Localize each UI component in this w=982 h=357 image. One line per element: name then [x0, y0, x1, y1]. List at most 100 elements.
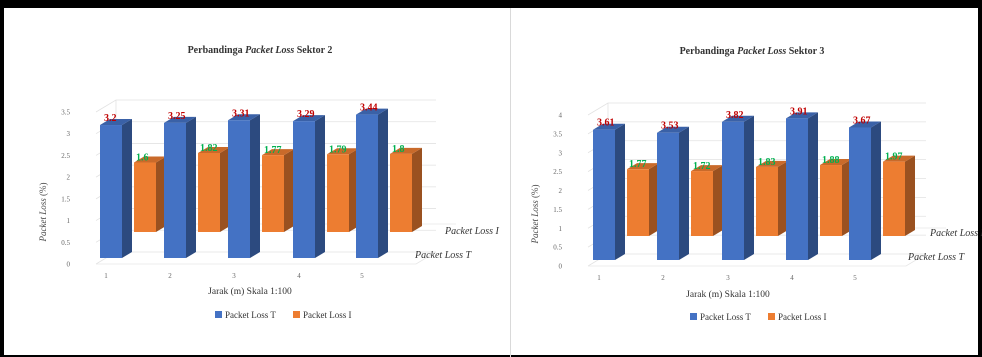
bar-packet-loss-t	[100, 125, 122, 259]
bar-packet-loss-t-side	[315, 115, 325, 259]
bar-packet-loss-i	[756, 166, 778, 236]
x-tick-label: 3	[232, 272, 236, 280]
data-label-packet-loss-i: 1.77	[629, 159, 647, 170]
bar-packet-loss-t-side	[186, 116, 196, 258]
data-label-packet-loss-t: 3.44	[360, 103, 378, 114]
bar-packet-loss-t	[293, 121, 315, 259]
y-tick-label: 1	[67, 217, 71, 225]
bar-packet-loss-i-top	[627, 163, 659, 170]
data-label-packet-loss-t: 3.61	[597, 118, 615, 129]
bar-packet-loss-i-side	[156, 156, 166, 232]
bar-packet-loss-t-top	[722, 115, 754, 122]
y-tick-label: 3.5	[61, 109, 70, 117]
y-tick-label: 1	[559, 225, 563, 233]
x-tick-label: 5	[853, 274, 857, 282]
bar-packet-loss-t-side	[122, 119, 132, 259]
bar-packet-loss-i-top	[198, 146, 230, 153]
y-tick-label: 0.5	[61, 239, 70, 247]
y-tick-label: 3	[67, 130, 71, 138]
bar-packet-loss-i-top	[390, 147, 422, 154]
bar-packet-loss-i	[390, 153, 412, 232]
bar-packet-loss-t-top	[293, 115, 325, 122]
bar-packet-loss-t	[657, 132, 679, 260]
x-axis-label: Jarak (m) Skala 1:100	[208, 286, 292, 297]
data-label-packet-loss-t: 3.2	[104, 113, 117, 124]
bar-packet-loss-t-top	[228, 114, 260, 121]
legend-label-packet-loss-t: Packet Loss T	[700, 312, 751, 322]
bar-packet-loss-t-side	[250, 114, 260, 258]
gridline	[95, 251, 436, 265]
y-tick-label: 3.5	[553, 130, 562, 138]
x-tick-label: 2	[168, 272, 172, 280]
bar-packet-loss-i-side	[713, 165, 723, 236]
bar-packet-loss-t-top	[100, 119, 132, 126]
bar-packet-loss-i-side	[905, 155, 915, 236]
legend-swatch-packet-loss-i	[293, 311, 300, 318]
x-tick-label: 4	[790, 274, 794, 282]
data-label-packet-loss-t: 3.67	[853, 115, 871, 126]
y-tick-label: 0	[559, 263, 563, 271]
bar-packet-loss-t	[164, 122, 186, 258]
data-label-packet-loss-i: 1.77	[264, 145, 282, 156]
bar-packet-loss-t-side	[808, 112, 818, 261]
series-axis-label-packet-loss-i: Packet Loss I	[929, 228, 982, 239]
bar-packet-loss-t-side	[871, 121, 881, 261]
data-label-packet-loss-i: 1.6	[136, 153, 149, 164]
y-tick-label: 1.5	[553, 206, 562, 214]
bar-packet-loss-t	[356, 114, 378, 258]
floor-front-edge	[588, 253, 927, 267]
legend-swatch-packet-loss-t	[690, 313, 697, 320]
bar-packet-loss-i	[327, 154, 349, 232]
gridline	[587, 102, 926, 116]
panel-divider	[510, 8, 511, 357]
x-tick-label: 5	[360, 272, 364, 280]
y-axis-label-unit: (%)	[38, 183, 48, 197]
bar-packet-loss-i-side	[412, 147, 422, 232]
data-label-packet-loss-i: 1.82	[200, 143, 218, 154]
bar-packet-loss-i-top	[327, 148, 359, 155]
bar-packet-loss-t-top	[786, 112, 818, 119]
legend-swatch-packet-loss-t	[215, 311, 222, 318]
data-label-packet-loss-i: 1.79	[329, 144, 347, 155]
chart-title-suffix: Sektor 2	[294, 45, 332, 56]
bar-packet-loss-i-top	[820, 159, 852, 166]
bar-packet-loss-i	[883, 161, 905, 236]
y-tick-label: 2.5	[553, 168, 562, 176]
bar-packet-loss-i	[627, 169, 649, 236]
chart-title-prefix: Perbandinga	[680, 46, 738, 57]
data-label-packet-loss-i: 1.97	[885, 152, 903, 163]
y-axis-label-text: Packet Loss	[530, 198, 540, 245]
bar-packet-loss-t-top	[356, 108, 388, 115]
y-tick-label: 3	[559, 149, 563, 157]
bar-packet-loss-i-side	[284, 149, 294, 232]
bar-packet-loss-i	[820, 165, 842, 236]
floor-front-edge	[96, 251, 437, 265]
legend-swatch-packet-loss-i	[768, 313, 775, 320]
chart-title-italic: Packet Loss	[245, 45, 294, 56]
bar-packet-loss-t	[228, 120, 250, 258]
x-tick-label: 2	[661, 274, 665, 282]
bar-packet-loss-t-side	[744, 115, 754, 260]
bar-packet-loss-t-top	[849, 121, 881, 128]
chart-title-italic: Packet Loss	[737, 46, 786, 57]
y-axis-label: Packet Loss (%)	[530, 185, 540, 245]
data-label-packet-loss-t: 3.91	[790, 106, 808, 117]
x-tick-label: 1	[104, 272, 108, 280]
bar-packet-loss-i	[691, 171, 713, 236]
series-axis-label-packet-loss-t: Packet Loss T	[907, 252, 966, 263]
bar-packet-loss-i-top	[134, 156, 166, 163]
series-axis-label-packet-loss-i: Packet Loss I	[444, 226, 500, 237]
x-tick-label: 4	[297, 272, 301, 280]
x-tick-label: 3	[726, 274, 730, 282]
bar-packet-loss-t-top	[593, 123, 625, 130]
y-tick-label: 2.5	[61, 152, 70, 160]
y-axis-label: Packet Loss (%)	[38, 183, 48, 243]
y-tick-label: 2	[67, 174, 71, 182]
chart-title-suffix: Sektor 3	[786, 46, 824, 57]
data-label-packet-loss-t: 3.53	[661, 121, 679, 132]
chart-title-prefix: Perbandinga	[188, 45, 246, 56]
y-axis-label-text: Packet Loss	[38, 196, 48, 243]
bar-packet-loss-t	[593, 129, 615, 260]
bar-packet-loss-i-top	[691, 165, 723, 172]
